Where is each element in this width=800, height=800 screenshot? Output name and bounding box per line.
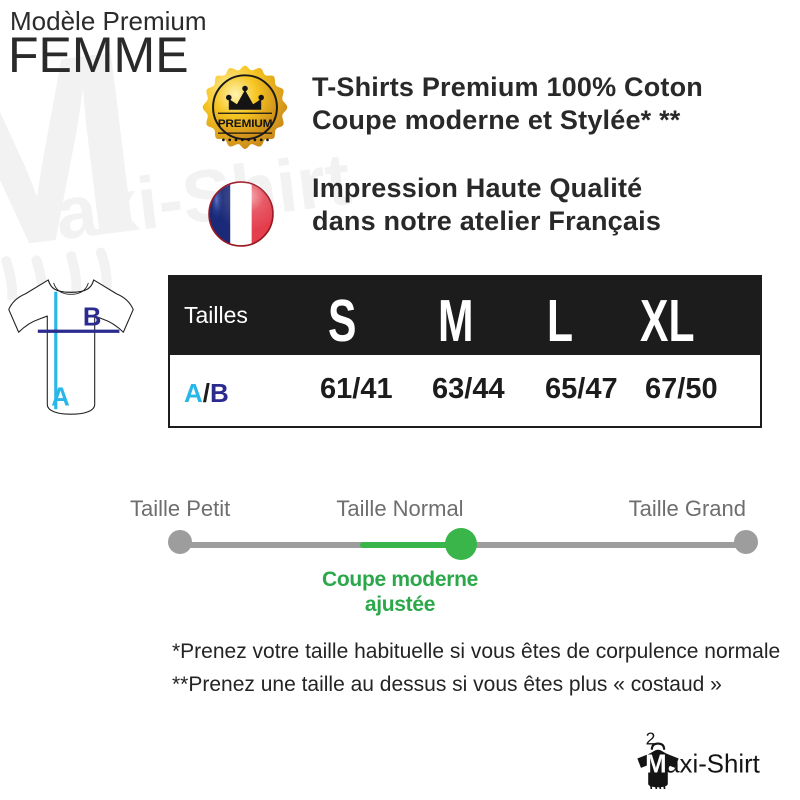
svg-text:B: B (83, 303, 102, 331)
svg-text:A: A (51, 383, 70, 411)
svg-text:M: M (645, 750, 667, 778)
svg-text:PREMIUM: PREMIUM (218, 118, 273, 129)
svg-text:axi-Shirt: axi-Shirt (665, 750, 760, 778)
